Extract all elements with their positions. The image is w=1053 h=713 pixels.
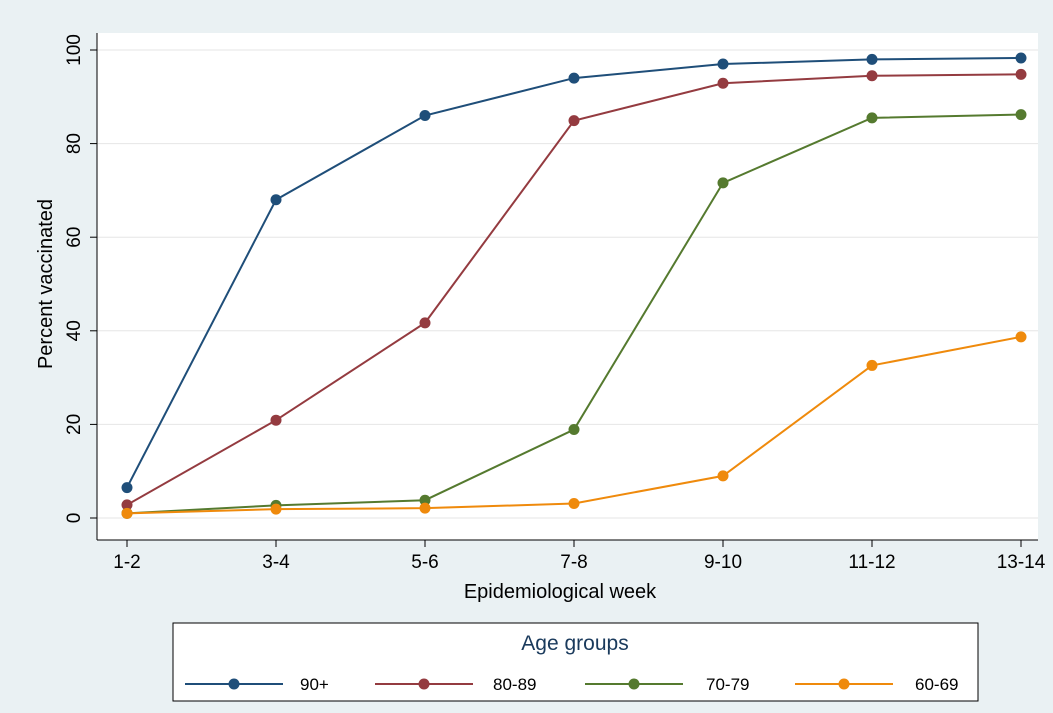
data-point — [568, 497, 580, 509]
legend-item: 80-89 — [375, 675, 536, 694]
y-tick-label: 60 — [64, 227, 85, 248]
data-point — [419, 317, 431, 329]
data-point — [270, 194, 282, 206]
x-tick-label: 13-14 — [997, 552, 1046, 573]
gridlines — [97, 49, 1038, 519]
data-point — [419, 494, 431, 506]
data-point — [1015, 109, 1027, 121]
legend-item: 70-79 — [585, 675, 749, 694]
series-group — [121, 52, 1027, 519]
legend-label: 70-79 — [706, 675, 749, 694]
data-point — [866, 112, 878, 124]
x-tick-label: 1-2 — [113, 552, 140, 573]
legend-swatch-marker — [228, 678, 240, 690]
y-tick-label: 20 — [64, 414, 85, 435]
data-point — [121, 499, 133, 511]
data-point — [568, 72, 580, 84]
legend-label: 60-69 — [915, 675, 958, 694]
data-point — [1015, 52, 1027, 64]
legend-swatch-marker — [628, 678, 640, 690]
y-tick-label: 0 — [64, 513, 85, 524]
data-point — [717, 470, 729, 482]
legend-title: Age groups — [521, 632, 628, 655]
data-point — [121, 482, 133, 494]
x-tick-label: 11-12 — [848, 552, 895, 573]
data-point — [1015, 331, 1027, 343]
legend-label: 80-89 — [493, 675, 536, 694]
x-tick-label: 5-6 — [411, 552, 438, 573]
data-point — [568, 115, 580, 127]
legend: Age groups 90+ 80-89 70-79 60-69 — [172, 622, 979, 702]
y-tick-label: 40 — [64, 320, 85, 341]
data-point — [866, 70, 878, 82]
x-tick-label: 7-8 — [560, 552, 587, 573]
data-point — [121, 507, 133, 519]
y-tick-label: 100 — [64, 34, 85, 66]
data-point — [270, 503, 282, 515]
series-3 — [121, 331, 1027, 519]
x-tick-label: 3-4 — [262, 552, 290, 573]
series-0 — [121, 52, 1027, 494]
legend-label: 90+ — [300, 675, 329, 694]
y-axis-title: Percent vaccinated — [35, 199, 57, 369]
data-point — [568, 424, 580, 436]
data-point — [717, 77, 729, 89]
legend-swatch-marker — [418, 678, 430, 690]
data-point — [866, 359, 878, 371]
data-point — [419, 502, 431, 514]
data-point — [866, 53, 878, 65]
data-point — [419, 110, 431, 122]
y-tick-label: 80 — [64, 133, 85, 154]
legend-item: 90+ — [185, 675, 329, 694]
series-1 — [121, 68, 1027, 511]
data-point — [1015, 68, 1027, 80]
legend-item: 60-69 — [795, 675, 958, 694]
data-point — [717, 177, 729, 189]
x-tick-label: 9-10 — [704, 552, 742, 573]
data-point — [270, 414, 282, 426]
data-point — [717, 58, 729, 70]
axes: 0 20 40 60 80 100 1-2 3-4 5-6 7-8 9-10 11-12 13-14 — [64, 33, 1046, 573]
x-axis-title: Epidemiological week — [464, 581, 657, 603]
legend-swatch-marker — [838, 678, 850, 690]
plot-area — [97, 33, 1038, 540]
